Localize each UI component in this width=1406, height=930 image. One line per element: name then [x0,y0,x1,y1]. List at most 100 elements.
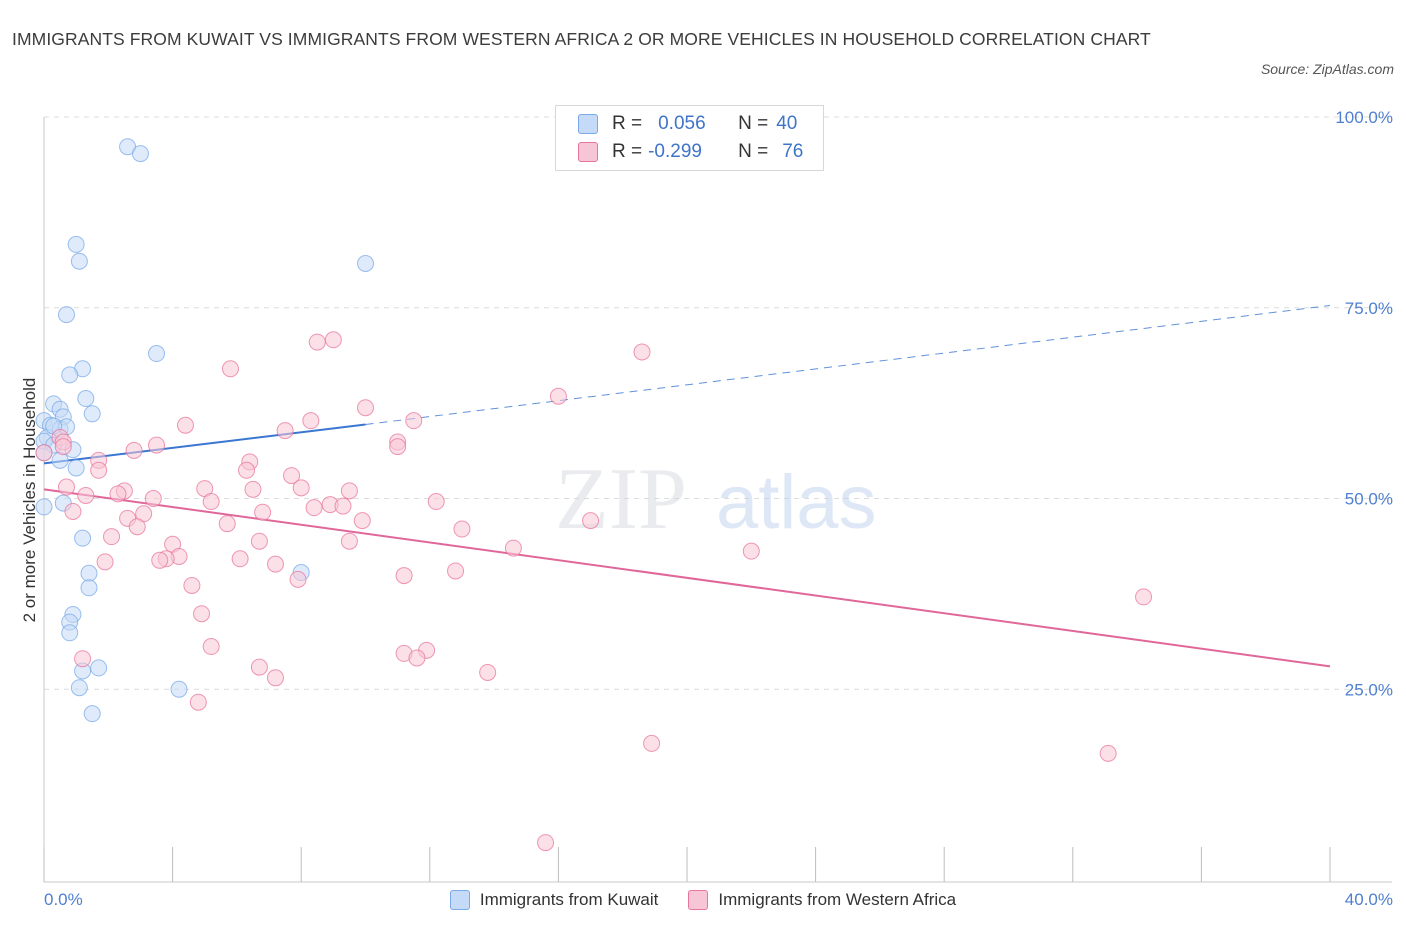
series-1-point-55 [151,551,169,569]
series-1-point-6 [405,412,423,430]
trend-lines [43,304,1331,668]
series-1-point-41 [353,512,371,530]
series-0-point-26 [35,498,53,516]
wafrica-r-value: -0.299 [648,141,702,162]
series-1-point-38 [254,503,272,521]
y-tick-label-3: 25.0% [1345,680,1393,699]
series-1-point-33 [427,493,445,511]
series-1-point-67 [408,649,426,667]
series-0-point-6 [148,345,166,363]
series-1-point-30 [77,486,95,504]
series-1-point-17 [35,444,53,462]
series-1-point-61 [183,576,201,594]
x-tick-label-max: 40.0% [1344,890,1393,909]
series-1-point-37 [64,502,82,520]
watermark: ZIP atlas [555,451,877,548]
watermark-atlas: atlas [716,460,877,545]
series-1-point-16 [125,441,143,459]
series-1-point-63 [193,605,211,623]
series-0-point-33 [61,624,79,642]
gridlines [44,116,1392,690]
series-1-trend-solid [43,488,1331,668]
series-1-point-8 [176,416,194,434]
series-1-point-75 [537,834,555,852]
series-1-point-54 [231,550,249,568]
legend-label-wafrica: Immigrants from Western Africa [718,890,957,909]
series-1-point-27 [340,482,358,500]
series-1-point-42 [582,512,600,530]
series-0-point-34 [90,659,108,677]
legend-item-wafrica[interactable]: Immigrants from Western Africa [688,890,956,910]
series-1-point-13 [148,436,166,454]
legend-swatch-wafrica [688,890,709,910]
series-1-point-44 [128,518,146,536]
series-1-point-68 [74,650,92,668]
y-tick-label-1: 75.0% [1345,299,1393,318]
series-1-point-14 [54,438,72,456]
series-0-point-8 [61,366,79,384]
source-note: Source: ZipAtlas.com [1260,61,1394,77]
series-0-trend-dashed [365,304,1331,425]
series-0-point-24 [67,459,85,477]
y-axis-label-wrap: 2 or more Vehicles in Household [18,120,42,880]
series-1-point-2 [633,343,651,361]
kuwait-swatch [578,114,598,134]
series-0-point-4 [357,254,374,272]
series-1-point-45 [453,520,471,538]
series-1-point-60 [289,570,307,588]
series-1-point-7 [302,412,320,430]
wafrica-r-label: R = [612,141,643,162]
series-1-point-48 [250,532,268,550]
series-1-point-51 [742,542,760,560]
series-1-point-70 [479,663,497,681]
stats-row-kuwait: R = 0.056 N = 40 [578,110,797,138]
legend-label-kuwait: Immigrants from Kuwait [479,890,659,909]
series-1-point-5 [357,399,374,417]
legend-swatch-kuwait [449,890,470,910]
wafrica-swatch [578,142,598,162]
series-1-point-72 [189,693,207,711]
series-1-point-3 [221,360,239,378]
series-1-point-26 [244,480,262,498]
series-1-point-58 [447,562,465,580]
y-tick-label-2: 50.0% [1345,490,1393,509]
kuwait-r-label: R = [612,113,643,134]
series-1-point-9 [276,422,294,440]
stats-box: R = 0.056 N = 40 R = -0.299 N = 76 [555,105,824,171]
chart-title: IMMIGRANTS FROM KUWAIT VS IMMIGRANTS FRO… [12,29,1151,49]
series-1-point-36 [305,499,323,517]
series-1-point-47 [340,532,358,550]
series-1-point-0 [324,331,342,349]
series-1-point-21 [90,461,108,479]
legend-item-kuwait[interactable]: Immigrants from Kuwait [449,890,659,910]
series-1-point-32 [202,493,220,511]
series-0-point-28 [80,564,98,582]
series-1-point-46 [103,528,121,546]
series-0-point-37 [170,680,188,698]
kuwait-n-value: 40 [776,113,798,134]
series-1-point-62 [1135,588,1153,606]
series-1-point-73 [643,734,661,752]
series-0-point-30 [80,579,98,597]
series-0-point-1 [131,145,149,163]
series-1-point-74 [1099,744,1117,762]
series-0-point-12 [83,405,101,423]
y-tick-label-0: 100.0% [1335,108,1393,127]
series-1-point-69 [250,658,268,676]
stats-row-wafrica: R = -0.299 N = 76 [578,138,803,166]
watermark-zip: ZIP [555,451,687,548]
series-1-point-50 [504,539,522,557]
series-0-point-38 [83,705,101,723]
series-1-point-59 [395,567,413,585]
series-1-point-15 [389,438,407,456]
series-1-point-29 [109,485,127,503]
series-0-point-5 [58,306,76,324]
series-1-point-57 [266,555,284,573]
series-1-point-23 [58,478,76,496]
legend: Immigrants from Kuwait Immigrants from W… [0,890,1406,910]
kuwait-n-label: N = [738,113,769,134]
series-1-point-20 [238,461,256,479]
series-0-point-9 [77,390,95,408]
y-axis-label: 2 or more Vehicles in Household [20,377,39,623]
